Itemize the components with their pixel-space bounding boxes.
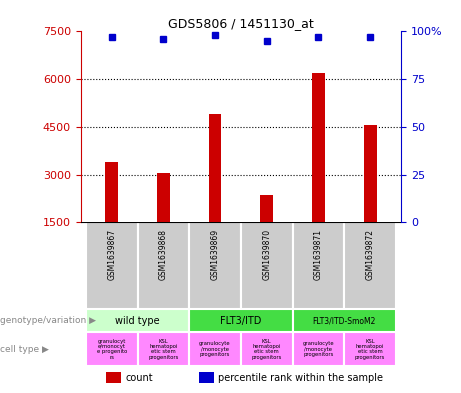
Text: cell type ▶: cell type ▶ (0, 345, 49, 354)
Bar (189, 309, 293, 332)
Text: granulocyt
e/monocyt
e progenito
rs: granulocyt e/monocyt e progenito rs (96, 339, 127, 360)
Text: wild type: wild type (115, 316, 160, 326)
Text: count: count (125, 373, 153, 383)
Bar (137, 332, 189, 366)
Bar (189, 332, 241, 366)
Bar (241, 222, 293, 309)
Bar (137, 222, 189, 309)
Text: FLT3/ITD: FLT3/ITD (220, 316, 261, 326)
Text: GSM1639870: GSM1639870 (262, 229, 271, 280)
Bar (344, 332, 396, 366)
Text: granulocyte
/monocyte
progenitors: granulocyte /monocyte progenitors (199, 342, 231, 357)
Text: GSM1639872: GSM1639872 (366, 229, 375, 280)
Text: KSL
hematopoi
etic stem
progenitors: KSL hematopoi etic stem progenitors (252, 339, 282, 360)
Bar (364, 125, 377, 270)
Text: GSM1639871: GSM1639871 (314, 229, 323, 280)
Bar (86, 309, 189, 332)
Bar (86, 332, 137, 366)
Bar (293, 222, 344, 309)
Text: granulocyte
/monocyte
progenitors: granulocyte /monocyte progenitors (302, 342, 334, 357)
Bar (157, 173, 170, 270)
Bar (86, 222, 137, 309)
Text: genotype/variation ▶: genotype/variation ▶ (0, 316, 96, 325)
Bar (105, 162, 118, 270)
Text: KSL
hematopoi
etic stem
progenitors: KSL hematopoi etic stem progenitors (355, 339, 385, 360)
Bar (312, 73, 325, 270)
Text: percentile rank within the sample: percentile rank within the sample (219, 373, 384, 383)
Text: GSM1639868: GSM1639868 (159, 229, 168, 280)
Bar (208, 114, 221, 270)
Bar (106, 372, 121, 383)
Bar (293, 309, 396, 332)
Bar (260, 195, 273, 270)
Bar (293, 332, 344, 366)
Bar (241, 332, 293, 366)
Text: GSM1639869: GSM1639869 (211, 229, 219, 280)
Bar (344, 222, 396, 309)
Title: GDS5806 / 1451130_at: GDS5806 / 1451130_at (168, 17, 314, 30)
Bar (189, 222, 241, 309)
Text: GSM1639867: GSM1639867 (107, 229, 116, 280)
Text: FLT3/ITD-SmoM2: FLT3/ITD-SmoM2 (313, 316, 376, 325)
Text: KSL
hematopoi
etic stem
progenitors: KSL hematopoi etic stem progenitors (148, 339, 178, 360)
Bar (199, 372, 213, 383)
